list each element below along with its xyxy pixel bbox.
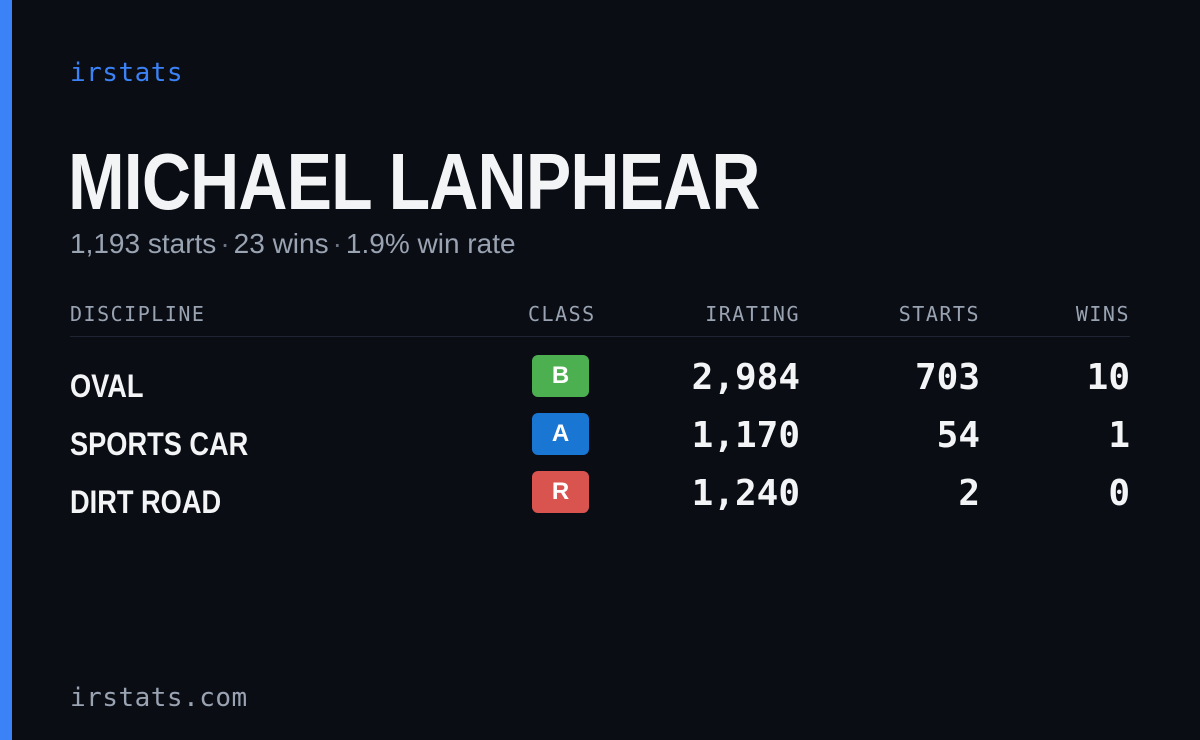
driver-summary: 1,193 starts · 23 wins · 1.9% win rate — [70, 226, 516, 262]
footer-url[interactable]: irstats.com — [70, 683, 248, 713]
summary-separator: · — [220, 228, 230, 259]
header-discipline: DISCIPLINE — [70, 302, 206, 326]
discipline-label: SPORTS CAR — [70, 426, 249, 462]
summary-win-rate: 1.9% win rate — [345, 228, 516, 259]
header-starts: STARTS — [898, 302, 980, 326]
irating-value: 1,240 — [691, 473, 800, 514]
license-class-badge: A — [532, 413, 589, 455]
summary-starts: 1,193 starts — [70, 228, 217, 259]
wins-value: 1 — [1108, 415, 1130, 456]
discipline-label: OVAL — [70, 368, 144, 404]
table-row: DIRT ROAD R 1,240 2 0 — [70, 469, 1130, 527]
header-wins: WINS — [1075, 302, 1130, 326]
table-body: OVAL B 2,984 703 10 SPORTS CAR A 1,170 5… — [70, 353, 1130, 527]
license-class-badge: R — [532, 471, 589, 513]
irating-value: 2,984 — [691, 357, 800, 398]
summary-wins: 23 wins — [233, 228, 329, 259]
driver-name: MICHAEL LANPHEAR — [68, 137, 760, 226]
table-header: DISCIPLINE CLASS IRATING STARTS WINS — [70, 296, 1130, 337]
starts-value: 703 — [914, 357, 980, 398]
discipline-label: DIRT ROAD — [70, 484, 222, 520]
irating-value: 1,170 — [691, 415, 800, 456]
accent-bar — [0, 0, 12, 740]
wins-value: 10 — [1086, 357, 1130, 398]
license-class-badge: B — [532, 355, 589, 397]
header-class: CLASS — [528, 302, 596, 326]
starts-value: 54 — [936, 415, 980, 456]
header-irating: IRATING — [705, 302, 800, 326]
stats-table: DISCIPLINE CLASS IRATING STARTS WINS OVA… — [70, 296, 1130, 527]
starts-value: 2 — [958, 473, 980, 514]
summary-separator: · — [332, 228, 342, 259]
wins-value: 0 — [1108, 473, 1130, 514]
brand-logo: irstats — [70, 58, 184, 88]
table-row: SPORTS CAR A 1,170 54 1 — [70, 411, 1130, 469]
table-row: OVAL B 2,984 703 10 — [70, 353, 1130, 411]
